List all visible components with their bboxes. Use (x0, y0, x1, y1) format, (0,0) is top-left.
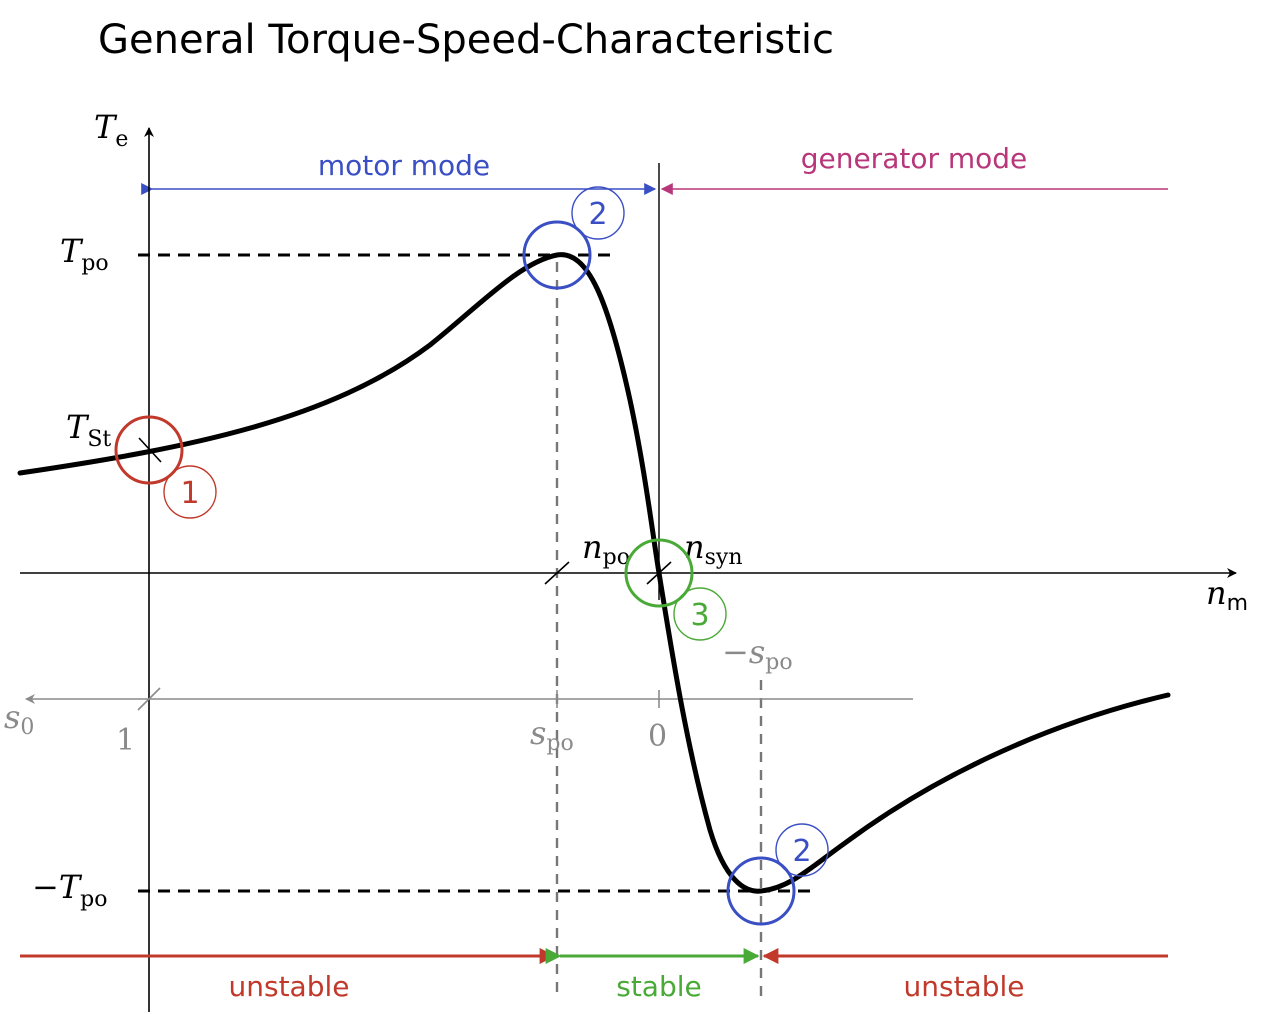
s-po-label: spo (530, 714, 574, 756)
neg-s-po-label: −spo (722, 633, 793, 675)
y-axis-label: Te (94, 108, 128, 152)
t-st-label: TSt (66, 408, 111, 452)
generator-mode-label: generator mode (801, 142, 1028, 175)
slip-zero-label: 0 (648, 719, 667, 754)
marker-1: 1 (114, 415, 217, 519)
n-po-label: npo (582, 528, 630, 570)
x-axis-label: nm (1206, 574, 1248, 616)
n-po-tick (544, 561, 570, 585)
stable-label: stable (616, 970, 702, 1003)
torque-speed-curve (17, 252, 1171, 894)
marker-2-top-label: 2 (588, 197, 607, 232)
marker-2-top: 2 (522, 186, 625, 290)
marker-1-label: 1 (180, 476, 199, 511)
motor-mode-label: motor mode (318, 149, 490, 182)
t-po-label: Tpo (60, 232, 109, 276)
unstable-left-label: unstable (229, 970, 350, 1003)
marker-3-label: 3 (690, 598, 709, 633)
marker-3: 3 (624, 538, 727, 641)
s0-label: s0 (4, 698, 34, 740)
slip-one-label: 1 (116, 723, 135, 758)
marker-2-bottom: 2 (726, 823, 829, 926)
neg-t-po-label: −Tpo (32, 868, 107, 912)
unstable-right-label: unstable (904, 970, 1025, 1003)
n-syn-label: nsyn (684, 528, 743, 570)
slip-one-tick (137, 687, 161, 711)
marker-2-bottom-label: 2 (792, 834, 811, 869)
diagram-title: General Torque-Speed-Characteristic (98, 17, 834, 63)
